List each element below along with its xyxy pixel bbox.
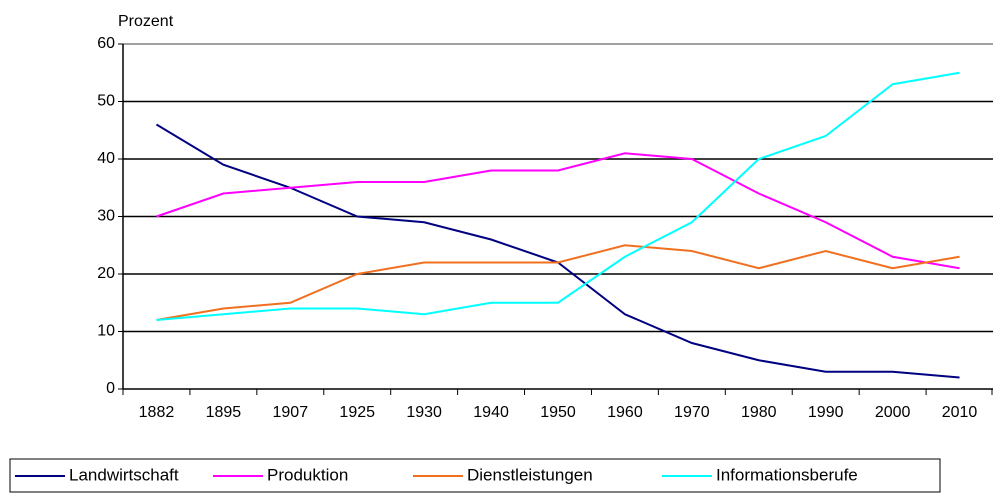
x-tick-label: 2000 (875, 404, 911, 421)
y-tick-label: 30 (97, 208, 115, 225)
y-tick-label: 40 (97, 150, 115, 167)
y-tick-label: 50 (97, 93, 115, 110)
y-tick-label: 0 (106, 380, 115, 397)
legend-box (9, 458, 941, 493)
y-axis-label: Prozent (118, 13, 174, 30)
series-line (155, 123, 960, 379)
legend-label: Landwirtschaft (69, 465, 179, 484)
y-tick-label: 10 (97, 323, 115, 340)
x-tick-label: 1907 (273, 404, 309, 421)
x-tick-label: 1882 (139, 404, 175, 421)
legend-label: Produktion (267, 465, 348, 484)
x-tick-label: 1980 (741, 404, 777, 421)
y-tick-label: 60 (97, 35, 115, 52)
x-tick-label: 1950 (540, 404, 576, 421)
x-tick-label: 1925 (339, 404, 375, 421)
series-line (156, 152, 960, 270)
x-tick-label: 1970 (674, 404, 710, 421)
series-line (156, 244, 960, 321)
series-line (156, 71, 960, 321)
y-tick-label: 20 (97, 265, 115, 282)
x-tick-label: 2010 (942, 404, 978, 421)
x-tick-label: 1990 (808, 404, 844, 421)
x-tick-label: 1930 (406, 404, 442, 421)
x-tick-label: 1895 (206, 404, 242, 421)
x-tick-label: 1960 (607, 404, 643, 421)
x-tick-label: 1940 (473, 404, 509, 421)
legend-label: Informationsberufe (716, 465, 858, 484)
legend-label: Dienstleistungen (467, 465, 593, 484)
